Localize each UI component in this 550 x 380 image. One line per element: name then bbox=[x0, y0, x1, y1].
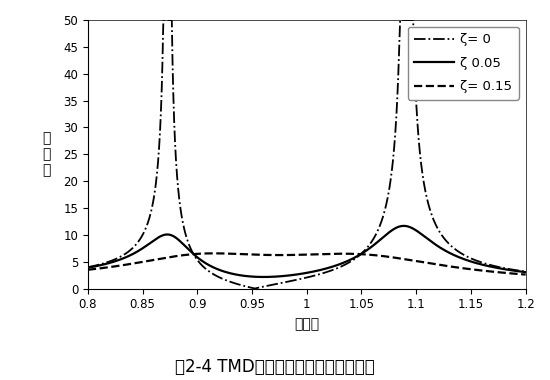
ζ 0.05 bbox=[260, 275, 267, 279]
ζ= 0.15 bbox=[106, 265, 112, 269]
ζ= 0 bbox=[106, 260, 112, 264]
ζ= 0.15 bbox=[344, 252, 350, 256]
ζ 0.05 bbox=[243, 274, 249, 278]
ζ 0.05 bbox=[410, 226, 416, 231]
Line: ζ= 0.15: ζ= 0.15 bbox=[87, 253, 527, 275]
ζ= 0.15 bbox=[410, 258, 416, 263]
Text: 图2-4 TMD阻尼对结构振动特性的影响: 图2-4 TMD阻尼对结构振动特性的影响 bbox=[175, 358, 375, 376]
ζ= 0 bbox=[433, 224, 440, 229]
Line: ζ= 0: ζ= 0 bbox=[87, 20, 527, 288]
Line: ζ 0.05: ζ 0.05 bbox=[87, 226, 527, 277]
ζ= 0 bbox=[410, 18, 416, 22]
ζ 0.05 bbox=[400, 223, 407, 228]
ζ 0.05 bbox=[433, 243, 440, 247]
ζ= 0 bbox=[251, 286, 258, 291]
Legend: ζ= 0, ζ 0.05, ζ= 0.15: ζ= 0, ζ 0.05, ζ= 0.15 bbox=[408, 27, 519, 100]
ζ 0.05 bbox=[106, 261, 112, 265]
ζ= 0.15 bbox=[433, 262, 440, 267]
ζ 0.05 bbox=[344, 259, 350, 263]
ζ= 0.15 bbox=[363, 252, 370, 257]
ζ= 0 bbox=[160, 18, 167, 22]
ζ= 0 bbox=[344, 261, 350, 266]
ζ 0.05 bbox=[524, 270, 530, 275]
ζ 0.05 bbox=[84, 266, 90, 270]
ζ= 0 bbox=[243, 284, 250, 289]
X-axis label: 频率比: 频率比 bbox=[294, 317, 320, 331]
ζ= 0.15 bbox=[84, 268, 90, 272]
ζ 0.05 bbox=[363, 248, 370, 253]
ζ= 0.15 bbox=[243, 252, 250, 257]
ζ= 0 bbox=[524, 269, 530, 274]
ζ= 0.15 bbox=[524, 272, 530, 277]
Y-axis label: 振
幅
比: 振 幅 比 bbox=[42, 131, 51, 177]
ζ= 0.15 bbox=[211, 251, 217, 256]
ζ= 0 bbox=[363, 246, 370, 251]
ζ= 0 bbox=[84, 265, 90, 270]
